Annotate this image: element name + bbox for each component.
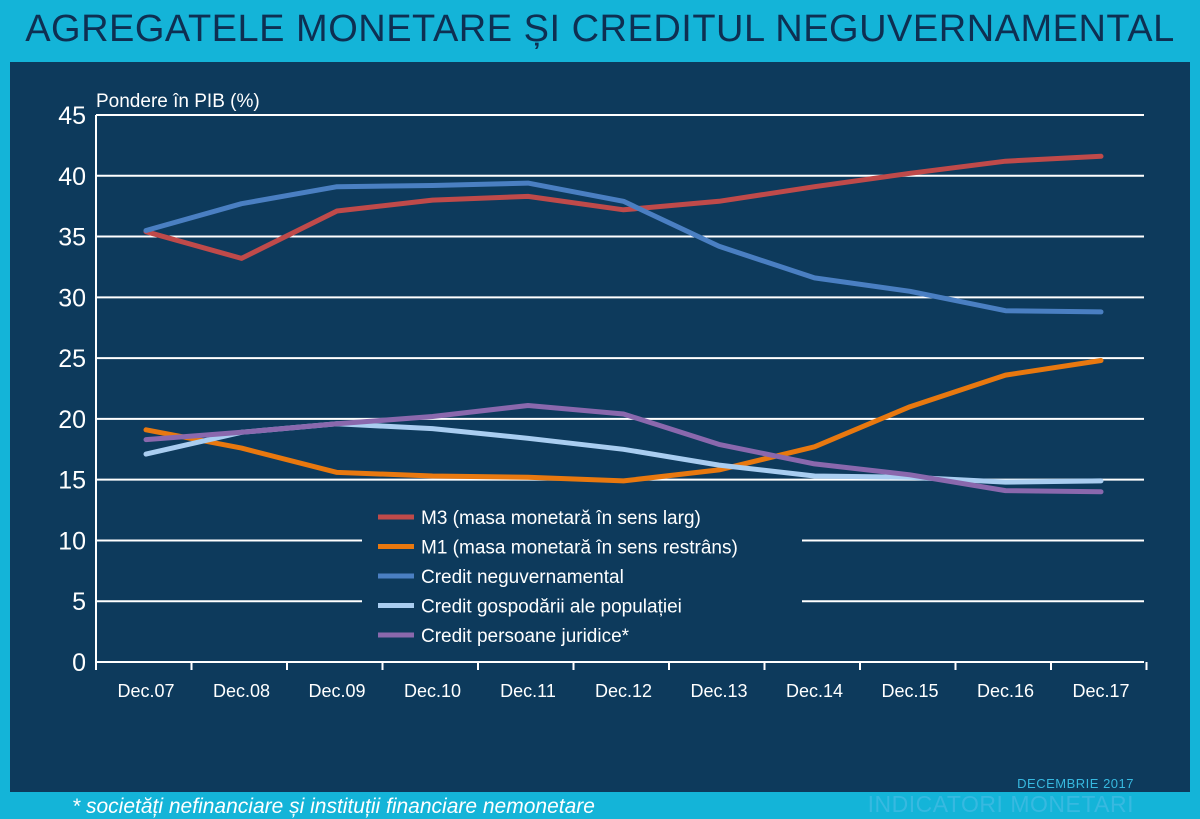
x-tick-label: Dec.12: [595, 681, 652, 701]
header-bar: AGREGATELE MONETARE ȘI CREDITUL NEGUVERN…: [0, 0, 1200, 62]
legend: M3 (masa monetară în sens larg) M1 (masa …: [378, 508, 738, 647]
series-layer: [143, 153, 1104, 495]
x-tick-label: Dec.11: [500, 681, 556, 701]
series-line-5: [143, 403, 1104, 495]
brand-date: DECEMBRIE 2017: [1017, 776, 1134, 791]
series-line-1: [143, 153, 1104, 261]
chart-panel: 0 5 10 15 20 25 30 35 40 45 Dec.07 Dec.08 Dec.09 Dec.…: [10, 62, 1190, 818]
x-tick-label: Dec.15: [881, 681, 938, 701]
y-tick-label: 45: [58, 102, 86, 130]
line-chart: 0 5 10 15 20 25 30 35 40 45 Dec.07 Dec.08 Dec.09 Dec.…: [58, 91, 1148, 701]
footnote: * societăți nefinanciare și instituții f…: [72, 795, 595, 818]
y-tick-label: 40: [58, 163, 86, 191]
x-tick-label: Dec.14: [786, 681, 843, 701]
y-tick-label: 5: [72, 588, 86, 616]
grid-layer: [96, 114, 1144, 647]
legend-label-1: M3 (masa monetară în sens larg): [421, 508, 701, 529]
x-tick-label: Dec.10: [404, 681, 461, 701]
x-tick-label: Dec.07: [117, 681, 174, 701]
page-title: AGREGATELE MONETARE ȘI CREDITUL NEGUVERN…: [25, 8, 1175, 50]
y-tick-label: 0: [72, 649, 86, 677]
series-line-2: [143, 358, 1104, 484]
legend-label-5: Credit persoane juridice*: [421, 626, 630, 647]
x-tick-label: Dec.16: [977, 681, 1034, 701]
legend-background: [362, 502, 802, 647]
x-tick-label: Dec.08: [213, 681, 270, 701]
axis-layer: 0 5 10 15 20 25 30 35 40 45 Dec.07 Dec.08 Dec.09 Dec.…: [58, 102, 1148, 701]
y-tick-label: 20: [58, 406, 86, 434]
y-tick-label: 30: [58, 284, 86, 312]
legend-label-4: Credit gospodării ale populației: [421, 597, 682, 618]
y-tick-label: 35: [58, 224, 86, 252]
legend-label-3: Credit neguvernamental: [421, 567, 624, 588]
y-tick-label: 15: [58, 467, 86, 495]
x-tick-label: Dec.13: [690, 681, 747, 701]
y-tick-label: 25: [58, 345, 86, 373]
y-tick-label: 10: [58, 527, 86, 555]
x-tick-label: Dec.09: [308, 681, 365, 701]
brand-name: INDICATORI MONETARI: [867, 791, 1134, 817]
y-axis-label: Pondere în PIB (%): [96, 91, 260, 112]
x-tick-label: Dec.17: [1072, 681, 1129, 701]
series-line-3: [143, 180, 1104, 315]
legend-label-2: M1 (masa monetară în sens restrâns): [421, 538, 738, 559]
series-line-4: [143, 421, 1104, 485]
